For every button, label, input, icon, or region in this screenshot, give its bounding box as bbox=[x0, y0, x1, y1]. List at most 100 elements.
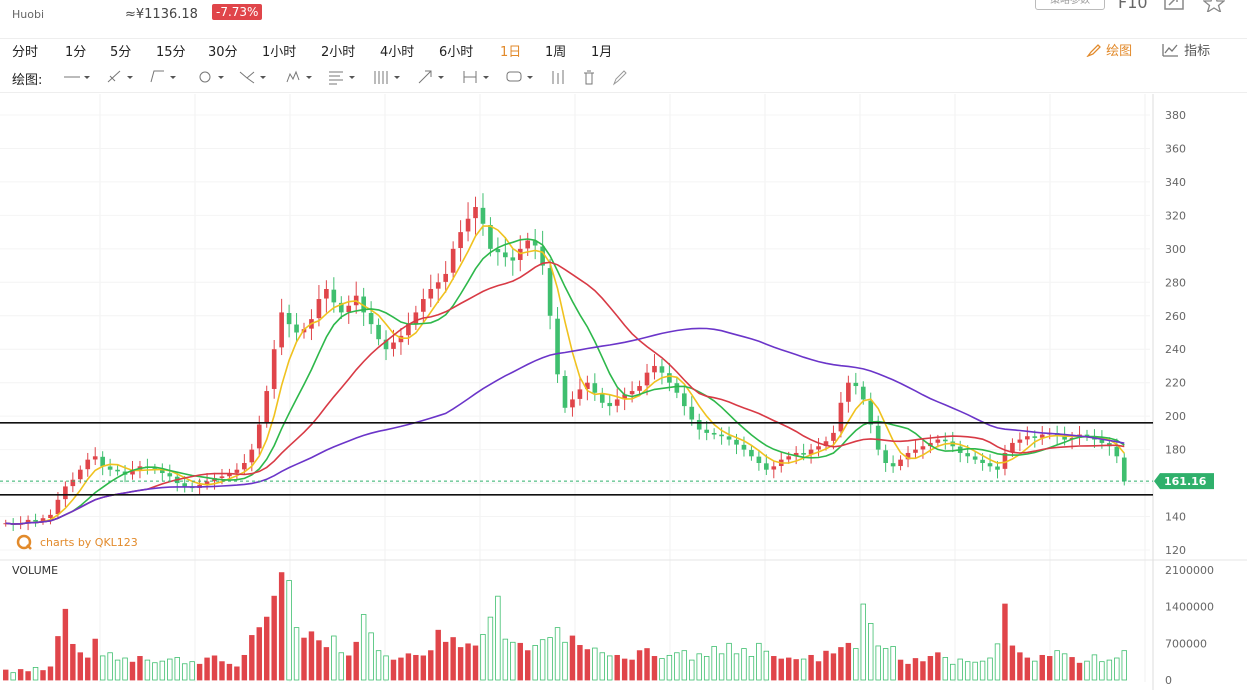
volume-tick-label: 700000 bbox=[1165, 637, 1207, 650]
volume-bar bbox=[3, 669, 9, 681]
star-icon[interactable] bbox=[1202, 0, 1226, 16]
candle-body bbox=[421, 299, 426, 312]
f10-button[interactable]: F10 bbox=[1118, 0, 1148, 12]
volume-bar bbox=[241, 654, 248, 681]
volume-bar bbox=[77, 652, 84, 681]
candle-body bbox=[383, 339, 389, 350]
arrow-tool-icon[interactable] bbox=[416, 68, 452, 86]
volume-bar bbox=[741, 648, 747, 681]
volume-bar bbox=[905, 663, 911, 681]
timeframe-tab[interactable]: 2小时 bbox=[321, 45, 356, 60]
line-tool-icon[interactable] bbox=[62, 68, 98, 86]
volume-bar bbox=[293, 627, 300, 681]
volume-bar bbox=[808, 654, 814, 681]
strategy-params-button[interactable]: 策略参数 bbox=[1035, 0, 1105, 10]
candle-body bbox=[517, 248, 523, 260]
candle-body bbox=[607, 402, 613, 407]
volume-bar bbox=[920, 661, 926, 681]
fork-tool-icon[interactable] bbox=[238, 68, 274, 86]
candle-body bbox=[152, 468, 158, 470]
timeframe-tab[interactable]: 1月 bbox=[591, 45, 613, 60]
volume-bar bbox=[547, 637, 553, 681]
price-tick-label: 280 bbox=[1165, 276, 1186, 289]
volume-bar bbox=[383, 655, 389, 681]
grid-tool-icon[interactable] bbox=[372, 68, 408, 86]
volume-bar bbox=[1009, 645, 1016, 681]
volume-bar bbox=[413, 654, 419, 681]
candle-body bbox=[555, 318, 560, 375]
pattern-tool-icon[interactable] bbox=[284, 68, 320, 86]
candle-body bbox=[1062, 436, 1067, 440]
volume-tick-label: 1400000 bbox=[1165, 601, 1214, 614]
candle-body bbox=[130, 469, 135, 475]
candle-body bbox=[1002, 452, 1008, 469]
candle-body bbox=[823, 441, 829, 447]
candle-body bbox=[622, 394, 627, 400]
volume-bar bbox=[666, 654, 673, 681]
volume-tick-label: 0 bbox=[1165, 674, 1172, 687]
indicator-button[interactable]: 指标 bbox=[1162, 40, 1210, 59]
price-tick-label: 180 bbox=[1165, 444, 1186, 457]
trash-icon[interactable] bbox=[580, 68, 616, 86]
candle-body bbox=[734, 439, 739, 445]
candle-body bbox=[1025, 436, 1030, 440]
timeframe-tab[interactable]: 1分 bbox=[65, 45, 87, 60]
timeframe-tab[interactable]: 5分 bbox=[110, 45, 132, 60]
volume-bar bbox=[167, 658, 173, 681]
volume-bar bbox=[405, 653, 412, 681]
measure-tool-icon[interactable] bbox=[461, 68, 497, 86]
volume-bar bbox=[457, 647, 464, 681]
timeframe-tab[interactable]: 1日 bbox=[500, 45, 522, 60]
volume-bar bbox=[316, 640, 322, 681]
timeframe-tab[interactable]: 15分 bbox=[156, 45, 186, 60]
volume-bar bbox=[375, 650, 382, 681]
volume-bar bbox=[398, 657, 404, 681]
ray-tool-icon[interactable] bbox=[105, 68, 141, 86]
volume-bars bbox=[3, 572, 1127, 681]
bars-tool-icon[interactable] bbox=[549, 68, 585, 86]
volume-bar bbox=[301, 637, 307, 681]
volume-bar bbox=[785, 657, 792, 681]
volume-bar bbox=[1114, 657, 1120, 681]
draw-toggle-button[interactable]: 绘图 bbox=[1086, 40, 1132, 59]
brush-icon bbox=[1086, 44, 1101, 58]
candle-body bbox=[406, 324, 411, 336]
candlestick-chart[interactable]: 1201401601802002202402602803003203403603… bbox=[0, 94, 1247, 690]
volume-bar bbox=[256, 627, 262, 681]
volume-bar bbox=[800, 658, 807, 681]
volume-bar bbox=[733, 653, 740, 681]
volume-bar bbox=[644, 648, 650, 681]
indicator-icon bbox=[1162, 44, 1178, 57]
volume-bar bbox=[651, 656, 658, 681]
channel-tool-icon[interactable] bbox=[148, 68, 184, 86]
volume-bar bbox=[487, 616, 494, 681]
exchange-name: Huobi bbox=[12, 8, 45, 21]
circle-tool-icon[interactable] bbox=[196, 68, 232, 86]
volume-bar bbox=[927, 656, 934, 681]
candle-body bbox=[428, 289, 434, 299]
volume-bar bbox=[159, 660, 166, 681]
candle-body bbox=[868, 400, 874, 425]
volume-bar bbox=[853, 648, 859, 681]
timeframe-tab[interactable]: 30分 bbox=[208, 45, 238, 60]
timeframe-tab[interactable]: 分时 bbox=[12, 45, 39, 60]
fib-tool-icon[interactable] bbox=[327, 68, 363, 86]
comment-tool-icon[interactable] bbox=[505, 68, 541, 86]
volume-bar bbox=[234, 666, 240, 681]
timeframe-tab[interactable]: 1小时 bbox=[262, 45, 297, 60]
volume-bar bbox=[860, 603, 866, 681]
volume-bar bbox=[599, 652, 605, 681]
volume-bar bbox=[249, 635, 255, 681]
candle-body bbox=[413, 312, 419, 324]
volume-bar bbox=[592, 647, 598, 681]
pen-icon[interactable] bbox=[610, 68, 646, 86]
draw-toggle-label: 绘图 bbox=[1106, 44, 1133, 59]
volume-bar bbox=[1084, 660, 1090, 681]
drawing-toolbar-label: 绘图: bbox=[12, 73, 43, 88]
volume-bar bbox=[554, 627, 561, 681]
price-tick-label: 120 bbox=[1165, 544, 1186, 557]
expand-icon[interactable] bbox=[1163, 0, 1185, 16]
timeframe-tab[interactable]: 4小时 bbox=[380, 45, 415, 60]
timeframe-tab[interactable]: 1周 bbox=[545, 45, 567, 60]
timeframe-tab[interactable]: 6小时 bbox=[439, 45, 474, 60]
